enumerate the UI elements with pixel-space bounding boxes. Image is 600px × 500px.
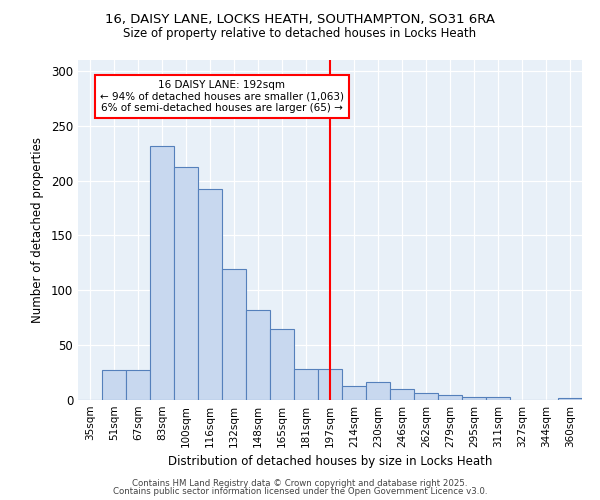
Bar xyxy=(175,168,197,400)
Bar xyxy=(223,270,245,400)
Bar xyxy=(343,386,365,400)
Bar xyxy=(487,396,509,400)
X-axis label: Distribution of detached houses by size in Locks Heath: Distribution of detached houses by size … xyxy=(168,456,492,468)
Bar xyxy=(127,370,149,400)
Bar xyxy=(103,370,125,400)
Bar xyxy=(439,394,461,400)
Bar xyxy=(415,394,437,400)
Bar xyxy=(391,389,413,400)
Text: Size of property relative to detached houses in Locks Heath: Size of property relative to detached ho… xyxy=(124,28,476,40)
Y-axis label: Number of detached properties: Number of detached properties xyxy=(31,137,44,323)
Bar xyxy=(559,398,581,400)
Text: Contains HM Land Registry data © Crown copyright and database right 2025.: Contains HM Land Registry data © Crown c… xyxy=(132,478,468,488)
Bar xyxy=(151,146,173,400)
Bar xyxy=(295,370,317,400)
Bar xyxy=(463,396,485,400)
Bar xyxy=(199,190,221,400)
Text: Contains public sector information licensed under the Open Government Licence v3: Contains public sector information licen… xyxy=(113,487,487,496)
Bar xyxy=(367,382,389,400)
Bar xyxy=(319,370,341,400)
Bar xyxy=(271,328,293,400)
Text: 16, DAISY LANE, LOCKS HEATH, SOUTHAMPTON, SO31 6RA: 16, DAISY LANE, LOCKS HEATH, SOUTHAMPTON… xyxy=(105,12,495,26)
Text: 16 DAISY LANE: 192sqm
← 94% of detached houses are smaller (1,063)
6% of semi-de: 16 DAISY LANE: 192sqm ← 94% of detached … xyxy=(100,80,344,113)
Bar xyxy=(247,310,269,400)
